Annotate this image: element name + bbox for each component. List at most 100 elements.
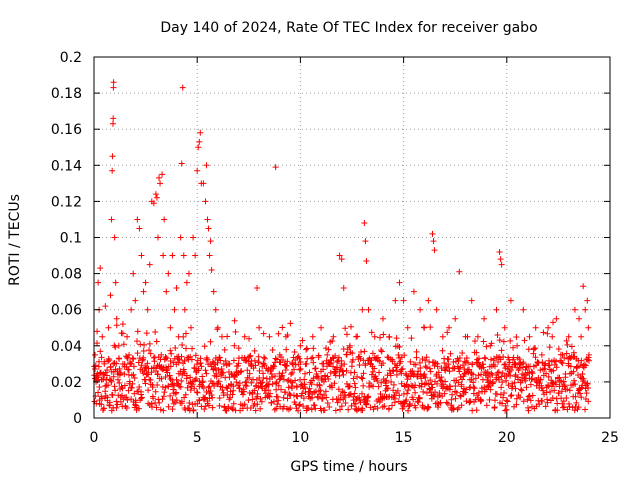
data-point [445,356,452,363]
data-point [578,357,585,364]
data-point [145,371,152,378]
data-point [282,389,289,396]
data-point [142,279,149,286]
data-point [468,297,475,304]
data-point [254,390,261,397]
data-point [420,388,427,395]
data-point [104,366,111,373]
data-point [110,84,117,91]
data-point [520,306,527,313]
data-point [280,394,287,401]
y-tick-labels: 0 0.02 0.04 0.06 0.08 0.1 0.12 0.14 0.16 0.18 0.2 [51,50,82,427]
y-axis-label: ROTI / TECUs [7,194,23,286]
data-point [400,297,407,304]
data-point [136,225,143,232]
data-point [547,388,554,395]
data-point [109,392,116,399]
data-point [533,378,540,385]
data-point [310,359,317,366]
data-point [335,386,342,393]
data-point [150,395,157,402]
data-point [390,387,397,394]
data-point [252,407,259,414]
data-point [338,256,345,263]
y-tick-label: 0.2 [60,50,82,66]
data-point [213,373,220,380]
data-point [184,384,191,391]
data-point [157,406,164,413]
data-point [224,333,231,340]
data-point [146,261,153,268]
data-point [529,375,536,382]
data-point [537,376,544,383]
data-point [368,329,375,336]
data-point [182,330,189,337]
data-point [121,382,128,389]
data-point [341,389,348,396]
data-point [196,138,203,145]
data-point [488,370,495,377]
data-point [349,350,356,357]
data-point [311,402,318,409]
data-point [532,354,539,361]
data-point [570,368,577,375]
data-point [465,359,472,366]
data-point [554,407,561,414]
data-point [374,354,381,361]
data-point [248,379,255,386]
data-point [371,333,378,340]
data-point [179,84,186,91]
data-point [189,345,196,352]
data-point [167,324,174,331]
data-point [354,373,361,380]
x-axis-label: GPS time / hours [290,459,407,475]
data-point [368,357,375,364]
data-point [144,360,151,367]
data-point [475,355,482,362]
data-points [91,79,593,414]
data-point [527,381,534,388]
data-point [295,407,302,414]
data-point [463,354,470,361]
data-point [575,404,582,411]
data-point [187,374,194,381]
data-point [346,383,353,390]
data-point [358,374,365,381]
data-point [486,382,493,389]
data-point [216,354,223,361]
data-point [160,252,167,259]
data-point [362,360,369,367]
data-point [584,297,591,304]
data-point [442,378,449,385]
data-point [99,333,106,340]
data-point [178,160,185,167]
data-point [169,252,176,259]
data-point [109,167,116,174]
data-point [418,383,425,390]
data-point [473,407,480,414]
data-point [427,324,434,331]
data-point [496,248,503,255]
data-point [375,396,382,403]
data-point [525,346,532,353]
data-point [426,365,433,372]
data-point [446,324,453,331]
data-point [359,375,366,382]
data-point [553,395,560,402]
data-point [143,330,150,337]
data-point [491,404,498,411]
data-point [236,385,243,392]
data-point [214,324,221,331]
data-point [452,315,459,322]
data-point [225,360,232,367]
data-point [558,395,565,402]
data-point [167,363,174,370]
data-point [289,369,296,376]
data-point [134,216,141,223]
data-point [275,330,282,337]
data-point [154,371,161,378]
data-point [180,252,187,259]
data-point [179,341,186,348]
data-point [387,372,394,379]
data-point [453,358,460,365]
